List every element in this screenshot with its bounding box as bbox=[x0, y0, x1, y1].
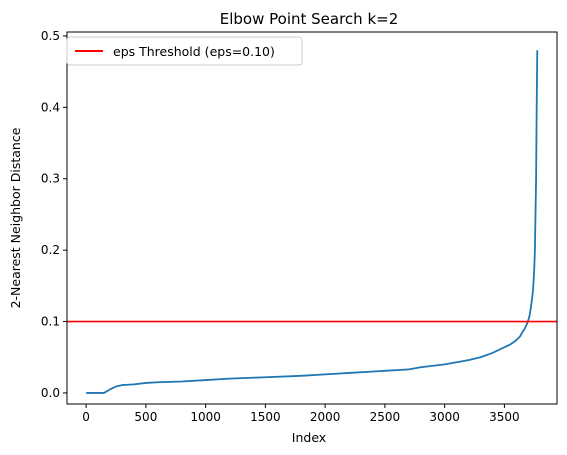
x-tick-label: 3000 bbox=[429, 410, 460, 424]
y-tick-label: 0.1 bbox=[41, 315, 60, 329]
plot-frame bbox=[66, 31, 558, 405]
chart-title: Elbow Point Search k=2 bbox=[220, 10, 399, 28]
y-tick-label: 0.5 bbox=[41, 29, 60, 43]
x-tick-label: 3500 bbox=[489, 410, 520, 424]
x-tick-label: 0 bbox=[82, 410, 90, 424]
series-line-0 bbox=[86, 50, 539, 394]
legend: eps Threshold (eps=0.10) bbox=[66, 36, 303, 66]
x-tick-label: 2000 bbox=[310, 410, 341, 424]
x-tick-label: 1000 bbox=[190, 410, 221, 424]
y-axis-label: 2-Nearest Neighbor Distance bbox=[8, 127, 23, 308]
x-tick-label: 2500 bbox=[370, 410, 401, 424]
legend-label-eps-threshold: eps Threshold (eps=0.10) bbox=[113, 44, 275, 59]
x-tick-label: 500 bbox=[134, 410, 157, 424]
y-tick-label: 0.0 bbox=[41, 386, 60, 400]
legend-box bbox=[66, 36, 303, 66]
y-tick-label: 0.4 bbox=[41, 100, 60, 114]
plot-area: 0 500 1000 1500 2000 2500 3000 3500 0.0 0.1 0.2 0.3… bbox=[41, 29, 558, 424]
x-axis-label: Index bbox=[292, 430, 326, 445]
y-tick-label: 0.2 bbox=[41, 243, 60, 257]
x-tick-label: 1500 bbox=[250, 410, 281, 424]
y-tick-label: 0.3 bbox=[41, 172, 60, 186]
